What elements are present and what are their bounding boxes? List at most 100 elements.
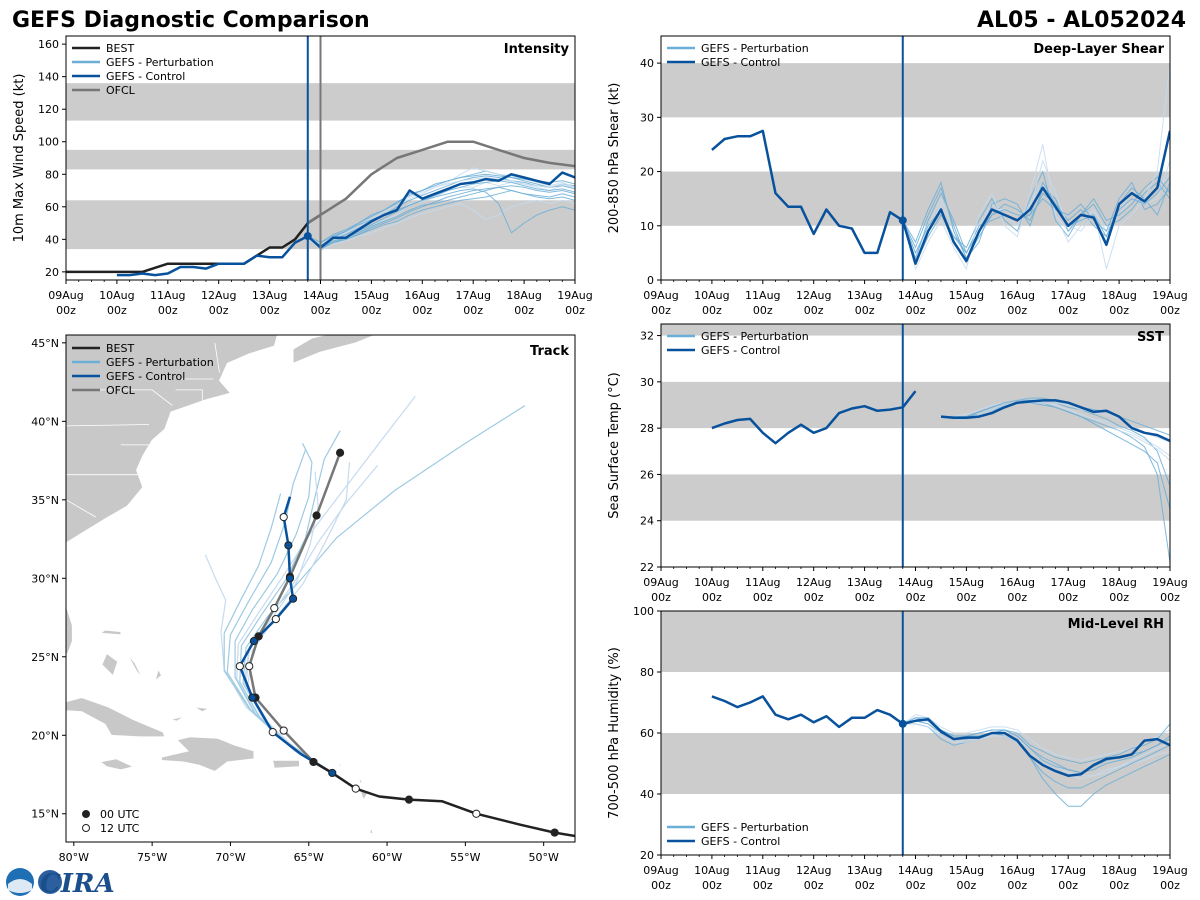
land-shape xyxy=(66,697,166,738)
rh-xtick-label-date: 13Aug xyxy=(847,864,882,877)
land-shape xyxy=(161,736,255,772)
intensity-ytick-label: 80 xyxy=(45,168,59,181)
intensity-ytick-label: 100 xyxy=(38,136,59,149)
rh-xtick-label-date: 19Aug xyxy=(1152,864,1187,877)
shear-xtick-label-hour: 00z xyxy=(906,304,926,317)
rh-gefs-control-line xyxy=(711,695,1170,777)
shear-xtick-label-date: 12Aug xyxy=(796,289,831,302)
rh-xtick-label-date: 15Aug xyxy=(949,864,984,877)
intensity-ofcl-line xyxy=(307,140,575,225)
noaa-wave-icon xyxy=(8,879,32,893)
intensity-perturbation-line xyxy=(307,188,575,247)
cira-logo: CIRA xyxy=(6,868,115,899)
shear-xtick-label-hour: 00z xyxy=(957,304,977,317)
shear-xtick-label-hour: 00z xyxy=(702,304,722,317)
shear-perturbation-line xyxy=(902,171,1170,260)
rh-perturbation-line xyxy=(902,717,1170,765)
sst-xtick-label-date: 10Aug xyxy=(694,576,729,589)
track-frame xyxy=(65,334,576,843)
land-shape xyxy=(154,668,163,682)
sst-perturbation-line xyxy=(941,397,1170,443)
track-legend-label: OFCL xyxy=(106,384,136,397)
track-marker-legend-label: 12 UTC xyxy=(100,822,140,835)
rh-ytick-label: 80 xyxy=(640,666,654,679)
track-best-marker xyxy=(472,809,481,818)
land-shape xyxy=(337,762,343,768)
shear-ytick-label: 20 xyxy=(640,166,654,179)
track-xtick-label: 50°W xyxy=(528,851,558,864)
sst-xtick-label-date: 16Aug xyxy=(1000,576,1035,589)
track-control-marker xyxy=(249,636,259,646)
intensity-ylabel: 10m Max Wind Speed (kt) xyxy=(12,74,27,243)
shear-ytick-label: 10 xyxy=(640,220,654,233)
rh-plot-area xyxy=(661,611,1170,807)
intensity-xtick-label-hour: 00z xyxy=(107,304,127,317)
sst-ytick-label: 26 xyxy=(640,468,654,481)
rh-xtick-label-hour: 00z xyxy=(906,879,926,892)
land-shape xyxy=(272,760,300,769)
shear-xtick-label-date: 11Aug xyxy=(745,289,780,302)
rh-xtick-label-hour: 00z xyxy=(855,879,875,892)
sst-gefs-control-line xyxy=(711,390,917,445)
shear-perturbation-line xyxy=(902,176,1170,260)
shear-ytick-label: 30 xyxy=(640,111,654,124)
storm-id-title: AL05 - AL052024 xyxy=(977,8,1186,33)
shear-legend-label: GEFS - Control xyxy=(701,56,780,69)
sst-xtick-label-date: 19Aug xyxy=(1152,576,1187,589)
track-control-marker xyxy=(285,574,295,583)
track-best-marker xyxy=(550,828,559,837)
intensity-legend-label: BEST xyxy=(106,42,134,55)
intensity-xtick-label-hour: 00z xyxy=(311,304,331,317)
intensity-perturbation-line xyxy=(307,186,575,249)
track-title: Track xyxy=(530,344,569,359)
rh-panel: 09Aug 00z 10Aug 00z 11Aug 00z 12Aug 00z 13Aug 00z… xyxy=(607,605,1188,892)
rh-xtick-label-date: 17Aug xyxy=(1050,864,1085,877)
track-best-marker xyxy=(351,784,360,793)
sst-legend-label: GEFS - Control xyxy=(701,344,780,357)
intensity-xtick-label-date: 18Aug xyxy=(506,289,541,302)
land-shape xyxy=(367,815,374,824)
track-control-marker xyxy=(271,615,280,624)
track-legend-label: GEFS - Control xyxy=(106,370,185,383)
shear-xtick-label-hour: 00z xyxy=(753,304,773,317)
track-panel: 80°W 75°W 70°W 65°W 60°W 55°W 50°W 15°N 20°N 25°N… xyxy=(31,334,576,864)
track-control-marker xyxy=(279,512,288,522)
land-shape xyxy=(170,716,184,722)
rh-xtick-label-hour: 00z xyxy=(804,879,824,892)
shear-xtick-label-date: 16Aug xyxy=(1000,289,1035,302)
track-ofcl-marker xyxy=(254,632,263,641)
shear-perturbation-line xyxy=(902,63,1170,271)
shear-xtick-label-hour: 00z xyxy=(1007,304,1027,317)
track-ofcl-marker xyxy=(335,448,345,457)
shear-ytick-label: 0 xyxy=(647,274,654,287)
rh-title: Mid-Level RH xyxy=(1068,617,1164,632)
intensity-xtick-label-date: 16Aug xyxy=(405,289,440,302)
intensity-legend-label: GEFS - Control xyxy=(106,70,185,83)
sst-xtick-label-date: 09Aug xyxy=(643,576,678,589)
shear-panel: 09Aug 00z 10Aug 00z 11Aug 00z 12Aug 00z 13Aug 00z… xyxy=(607,35,1188,317)
track-xtick-label: 75°W xyxy=(137,851,167,864)
track-xtick-label: 65°W xyxy=(294,851,324,864)
intensity-gefs-control-pre-init--line xyxy=(116,234,309,277)
track-control-marker xyxy=(248,693,257,702)
intensity-panel: 09Aug 00z 10Aug 00z 11Aug 00z 12Aug 00z 13Aug 00z… xyxy=(12,35,593,317)
rh-xtick-label-date: 11Aug xyxy=(745,864,780,877)
shear-xtick-label-date: 18Aug xyxy=(1101,289,1136,302)
state-border-line xyxy=(77,389,173,406)
sst-xtick-label-date: 13Aug xyxy=(847,576,882,589)
sst-xtick-label-hour: 00z xyxy=(1007,591,1027,604)
sst-xtick-label-date: 18Aug xyxy=(1101,576,1136,589)
sst-xtick-label-date: 17Aug xyxy=(1050,576,1085,589)
sst-perturbation-line xyxy=(940,402,1170,461)
track-ytick-label: 15°N xyxy=(31,808,59,821)
intensity-perturbation-line xyxy=(307,176,575,245)
track-best-line xyxy=(312,760,575,838)
track-best-marker xyxy=(404,795,414,804)
shear-xtick-label-date: 13Aug xyxy=(847,289,882,302)
state-border-line xyxy=(66,424,150,427)
sst-band xyxy=(661,474,1170,521)
track-ytick-label: 45°N xyxy=(31,337,59,350)
track-map-area xyxy=(66,335,575,842)
intensity-xtick-label-date: 11Aug xyxy=(150,289,185,302)
